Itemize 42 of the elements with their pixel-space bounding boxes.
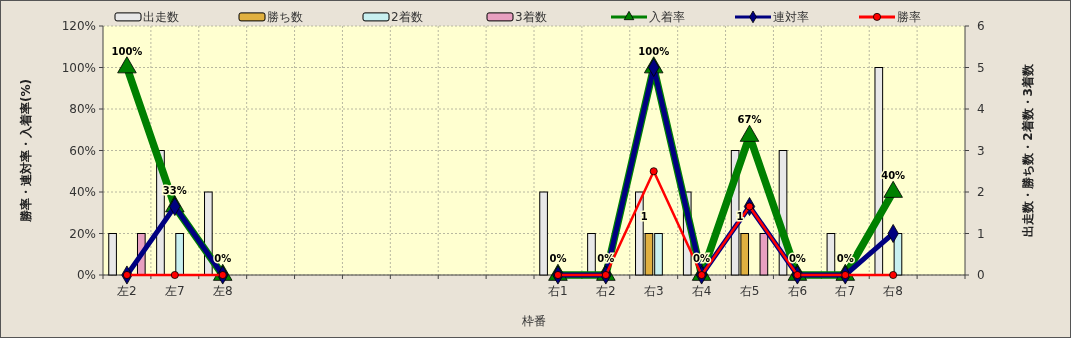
- data-label: 0%: [214, 253, 232, 264]
- y2-tick-label: 6: [977, 19, 985, 33]
- y-tick-label: 120%: [61, 19, 96, 33]
- x-tick-label: 右5: [739, 284, 760, 298]
- y-axis-title: 勝率・連対率・入着率(%): [19, 79, 33, 223]
- data-label: 0%: [693, 253, 711, 264]
- x-tick-label: 右4: [691, 284, 712, 298]
- data-label: 0%: [549, 253, 567, 264]
- y-tick-label: 20%: [69, 226, 96, 241]
- data-label: 67%: [737, 113, 762, 125]
- data-label: 1: [736, 210, 744, 222]
- x-axis-title: 枠番: [521, 314, 546, 328]
- y2-axis-title: 出走数・勝ち数・2着数・3着数: [1021, 63, 1035, 237]
- data-label: 100%: [638, 45, 670, 57]
- y-tick-label: 0%: [76, 268, 96, 282]
- x-tick-label: 左7: [165, 284, 185, 298]
- y2-tick-label: 2: [977, 185, 985, 199]
- data-label: 100%: [111, 45, 143, 57]
- x-tick-label: 右6: [787, 284, 808, 298]
- y-tick-label: 80%: [69, 102, 96, 116]
- legend-label: 2着数: [391, 9, 423, 24]
- y-tick-label: 40%: [69, 185, 96, 199]
- x-tick-label: 左2: [117, 284, 137, 298]
- legend-label: 勝ち数: [267, 9, 303, 24]
- legend-label: 出走数: [143, 9, 179, 24]
- legend-label: 連対率: [773, 9, 809, 24]
- y2-tick-label: 5: [977, 60, 985, 75]
- legend-label: 入着率: [649, 9, 685, 24]
- x-tick-label: 右7: [835, 284, 856, 298]
- x-tick-label: 右1: [548, 284, 568, 298]
- y2-tick-label: 1: [977, 226, 985, 241]
- y-tick-label: 60%: [69, 143, 96, 158]
- x-tick-label: 右3: [643, 284, 664, 298]
- legend-label: 勝率: [897, 9, 921, 24]
- x-tick-label: 右2: [596, 284, 616, 298]
- y-tick-label: 100%: [61, 60, 96, 75]
- y2-tick-label: 4: [977, 102, 985, 116]
- legend-label: 3着数: [515, 9, 547, 24]
- x-tick-label: 左8: [212, 284, 233, 298]
- y2-tick-label: 0: [977, 268, 985, 282]
- y2-tick-label: 3: [977, 143, 985, 158]
- x-tick-label: 右8: [883, 284, 903, 298]
